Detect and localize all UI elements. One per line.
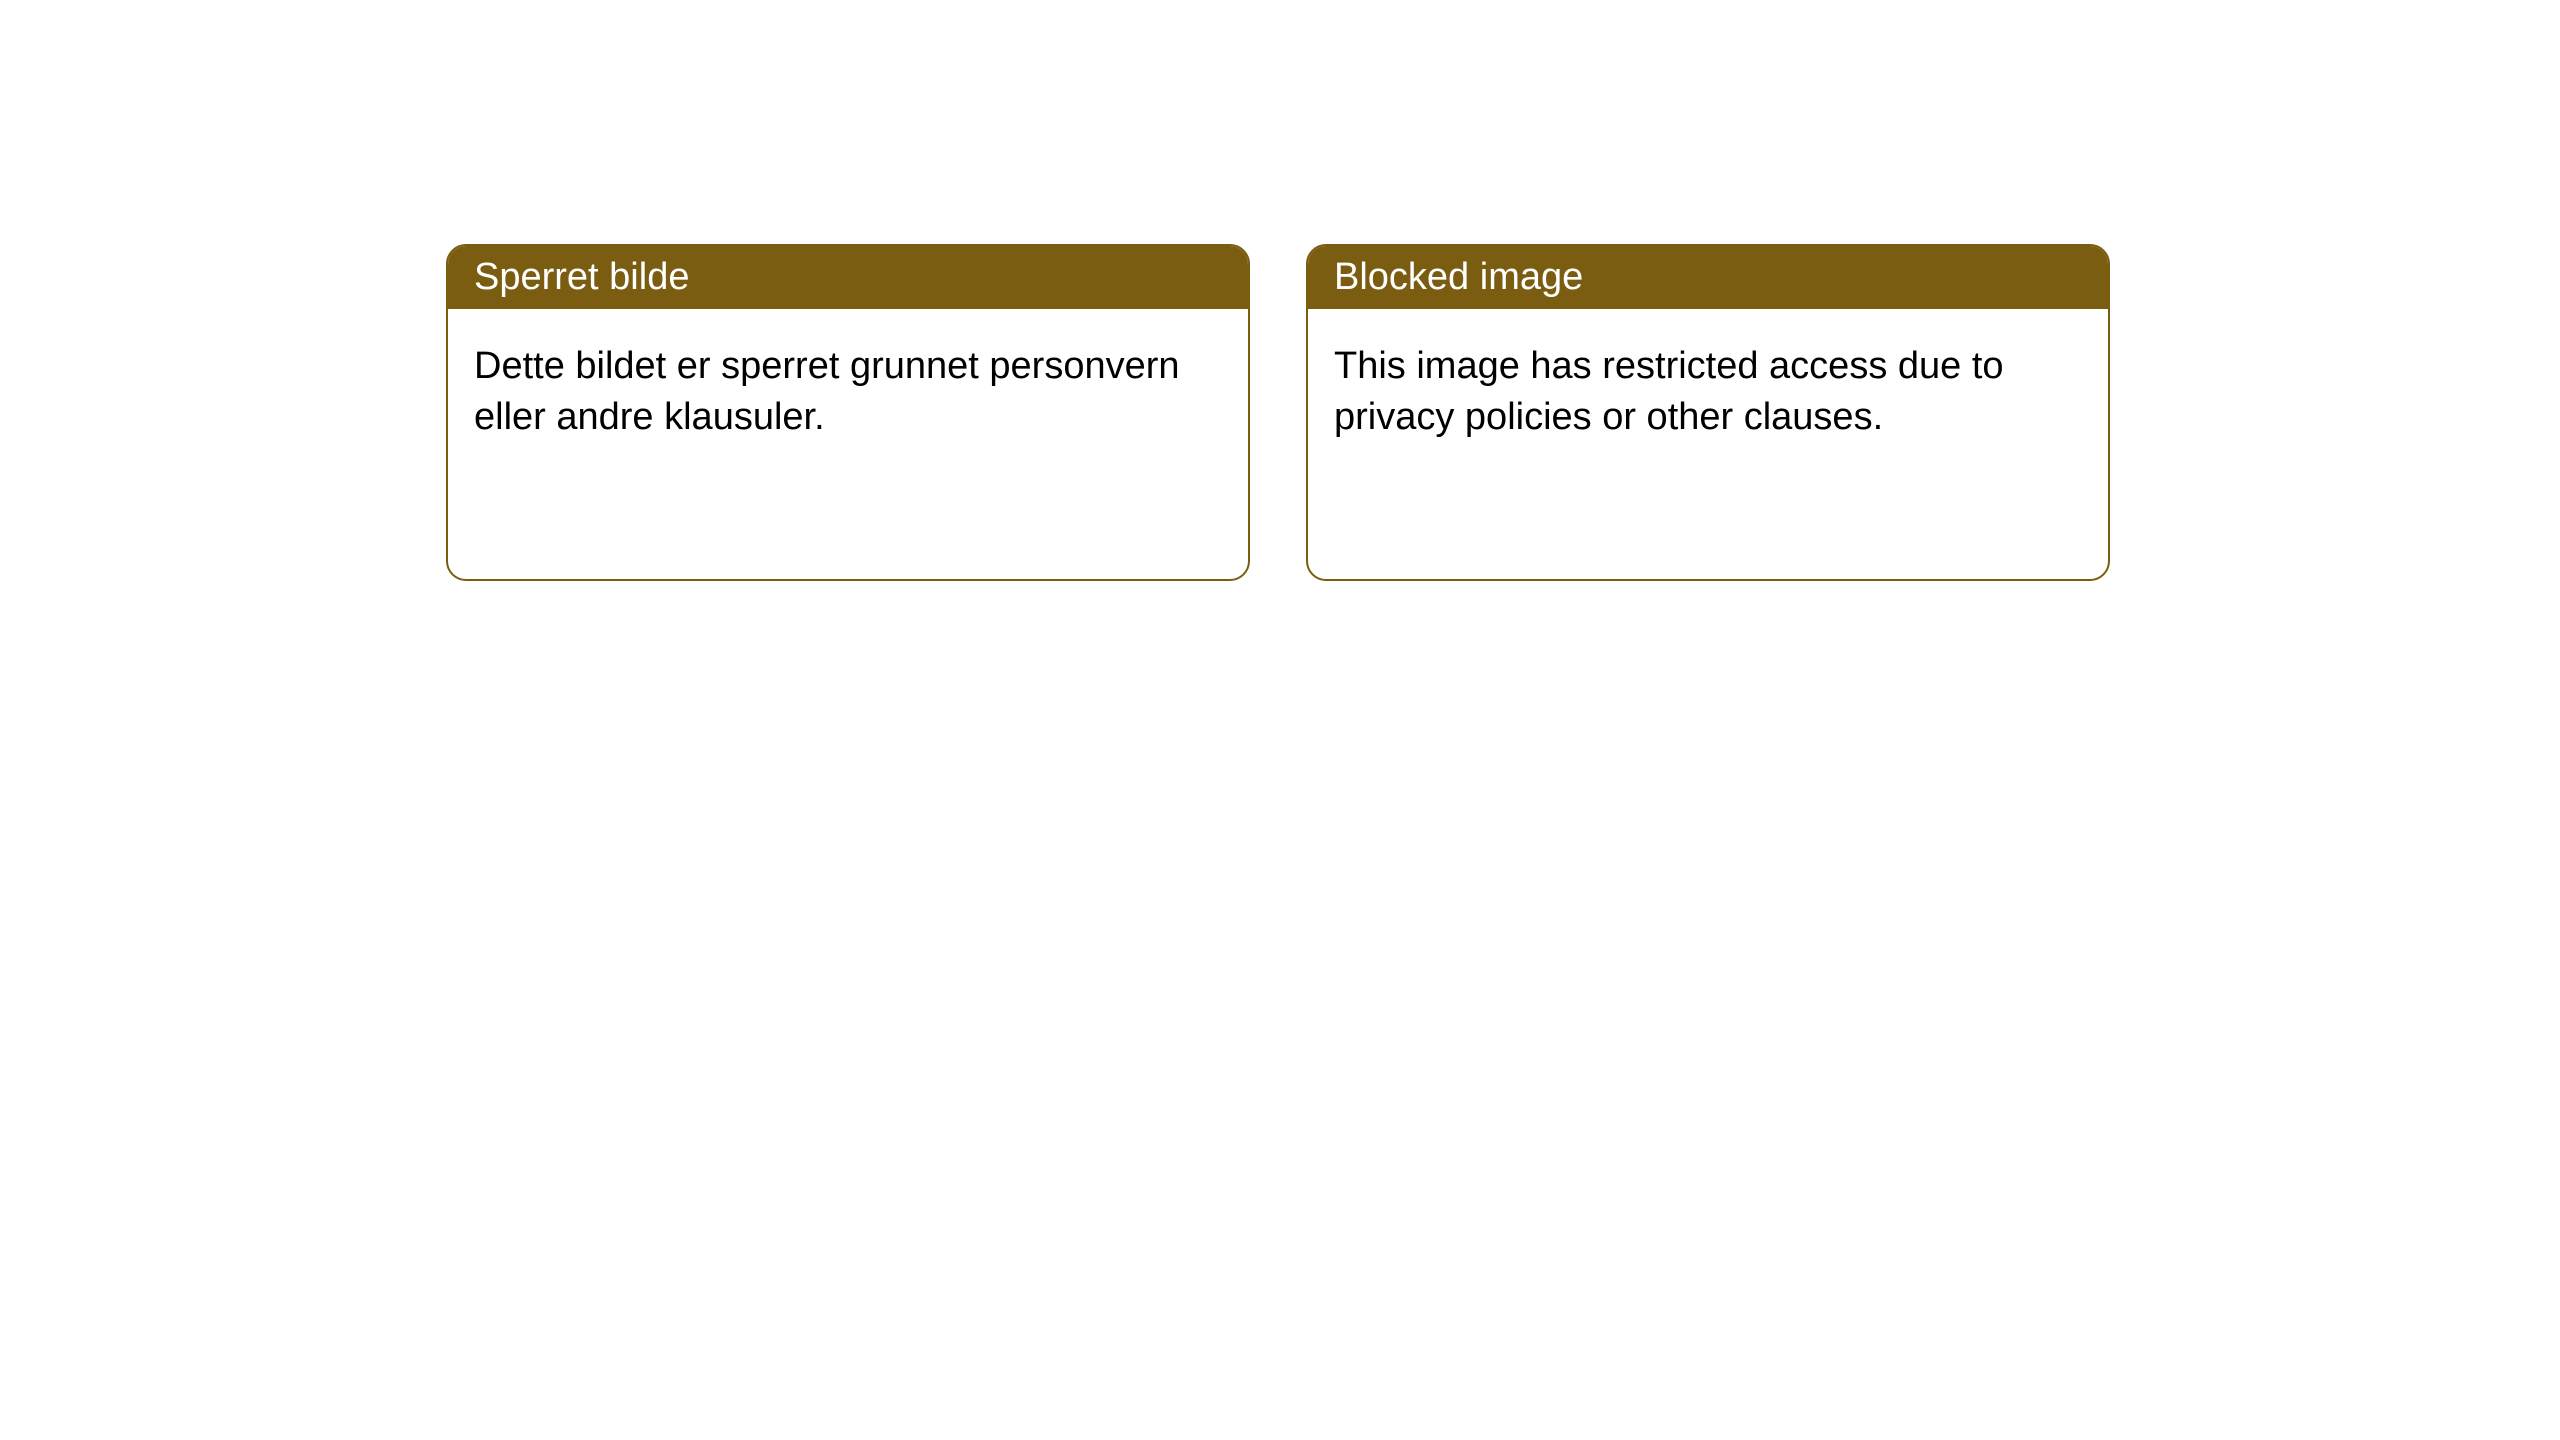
notice-card-norwegian: Sperret bilde Dette bildet er sperret gr… [446,244,1250,581]
notice-card-english: Blocked image This image has restricted … [1306,244,2110,581]
notice-card-title: Blocked image [1334,256,1583,298]
notice-card-title: Sperret bilde [474,256,689,298]
notice-card-body: Dette bildet er sperret grunnet personve… [448,309,1248,476]
notice-card-header: Sperret bilde [448,246,1248,309]
notice-card-text: Dette bildet er sperret grunnet personve… [474,345,1180,438]
notice-card-header: Blocked image [1308,246,2108,309]
notice-card-body: This image has restricted access due to … [1308,309,2108,476]
notice-cards-container: Sperret bilde Dette bildet er sperret gr… [446,244,2110,581]
notice-card-text: This image has restricted access due to … [1334,345,2004,438]
